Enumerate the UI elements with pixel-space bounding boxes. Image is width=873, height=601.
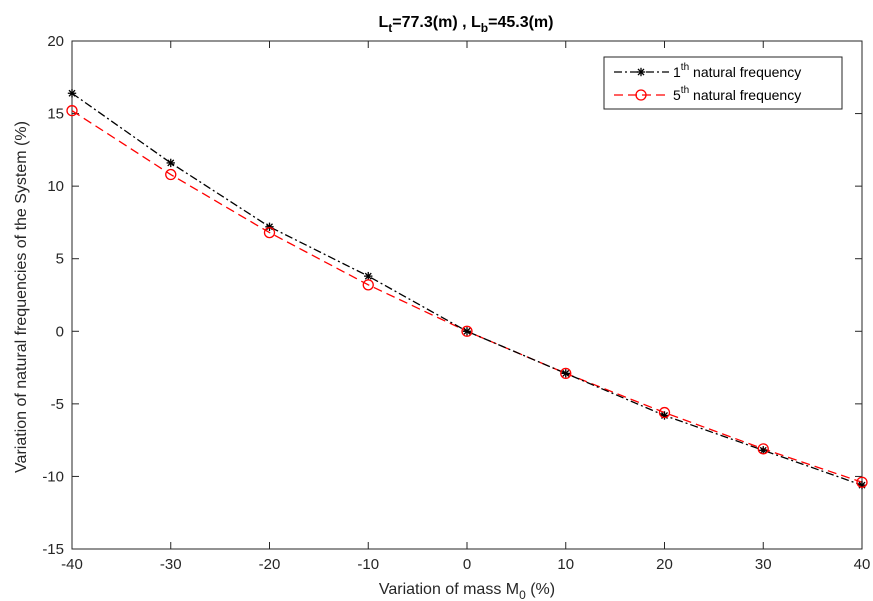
x-axis-label: Variation of mass M0 (%) xyxy=(379,581,555,601)
x-tick-label: -10 xyxy=(357,556,379,573)
plot-area xyxy=(71,40,863,550)
y-tick-label: -5 xyxy=(51,396,64,413)
series-2-point xyxy=(560,367,572,380)
series-1-point xyxy=(660,411,669,420)
y-tick-label: 0 xyxy=(56,323,64,340)
x-tick-label: 30 xyxy=(755,556,772,573)
chart-title: Lt=77.3(m) , Lb=45.3(m) xyxy=(379,14,554,35)
legend-label-2: 5th natural frequency xyxy=(673,85,801,103)
series-line-1 xyxy=(71,92,863,486)
y-tick-label: -10 xyxy=(42,468,64,485)
y-axis-label: Variation of natural frequencies of the … xyxy=(13,121,30,473)
series-2-point xyxy=(856,476,868,488)
legend-entry-2: 5th natural frequency xyxy=(614,85,801,103)
series-1-point xyxy=(561,369,570,378)
series-1-point xyxy=(759,446,768,455)
legend-asterisk xyxy=(636,67,646,77)
series-1-point xyxy=(265,222,274,231)
legend-box xyxy=(603,56,843,110)
series-1-point xyxy=(364,271,373,281)
x-tick-label: -40 xyxy=(61,556,83,573)
x-tick-label: 10 xyxy=(557,556,574,573)
series-2-point xyxy=(658,406,671,419)
series-2-point xyxy=(165,168,177,181)
series-2-point xyxy=(362,279,374,291)
series-1-point xyxy=(857,480,867,490)
x-tick-label: 0 xyxy=(463,556,471,573)
legend-entry-1: 1th natural frequency xyxy=(614,62,801,80)
legend-circle-marker xyxy=(635,89,647,101)
y-tick-label: 5 xyxy=(56,251,64,268)
legend-asterisk-marker xyxy=(636,67,646,77)
series-2-point xyxy=(263,226,276,239)
x-axis: -40 -30 -20 -10 0 10 20 30 40 xyxy=(61,41,870,573)
x-tick-label: 20 xyxy=(656,556,673,573)
x-tick-label: 40 xyxy=(854,556,871,573)
series-2-point xyxy=(757,443,769,455)
series-1-point xyxy=(67,89,77,98)
legend-label-1: 1th natural frequency xyxy=(673,62,801,80)
y-axis: -15 -10 -5 0 5 10 15 20 xyxy=(42,33,862,558)
x-tick-label: -30 xyxy=(160,556,182,573)
series-1-point xyxy=(166,158,175,168)
x-tick-label: -20 xyxy=(259,556,281,573)
series-1-point xyxy=(462,327,472,336)
y-tick-label: -15 xyxy=(42,541,64,558)
legend-circle xyxy=(635,89,647,101)
y-tick-label: 10 xyxy=(47,178,64,195)
legend: 1th natural frequency 5th natural freque… xyxy=(603,56,843,110)
y-tick-label: 15 xyxy=(47,106,64,123)
series-2-point xyxy=(461,325,473,337)
series-layer xyxy=(66,89,868,490)
y-tick-label: 20 xyxy=(47,33,64,50)
series-2-point xyxy=(66,105,78,117)
